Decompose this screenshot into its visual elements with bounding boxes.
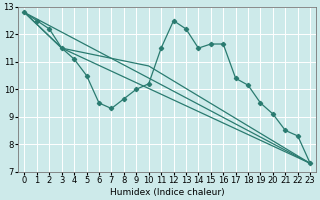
X-axis label: Humidex (Indice chaleur): Humidex (Indice chaleur) xyxy=(110,188,225,197)
